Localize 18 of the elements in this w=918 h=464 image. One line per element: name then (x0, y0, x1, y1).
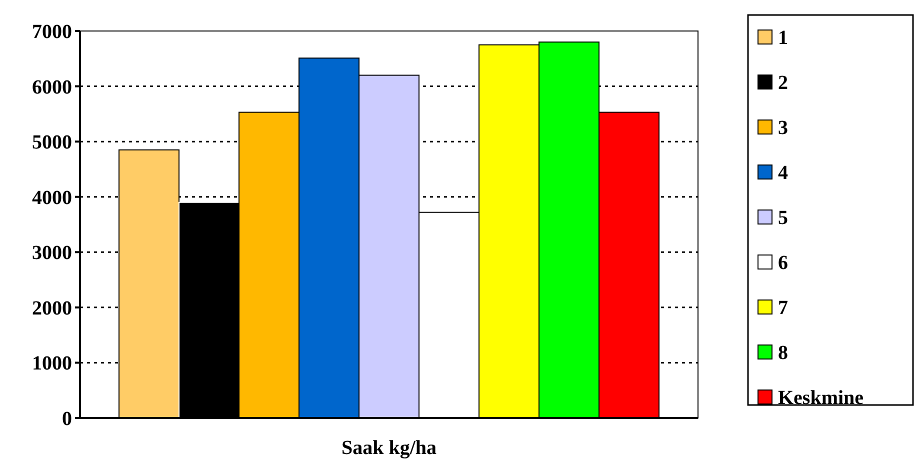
x-tick-label: Saak kg/ha (341, 437, 437, 459)
y-tick-label: 6000 (32, 76, 72, 98)
y-tick-label: 7000 (32, 21, 72, 43)
y-tick-label: 4000 (32, 186, 72, 209)
legend-label: 6 (778, 252, 788, 274)
legend-label: 5 (778, 207, 788, 229)
y-tick-label: 1000 (32, 352, 72, 375)
y-tick-label: 2000 (32, 297, 72, 320)
legend-label: 3 (778, 117, 788, 139)
legend-label: 8 (778, 342, 788, 364)
legend-label: 4 (778, 162, 788, 184)
legend-label: Keskmine (778, 387, 864, 409)
y-tick-label: 0 (62, 408, 72, 430)
legend-label: 1 (778, 27, 788, 49)
y-tick-label: 5000 (32, 132, 72, 154)
y-tick-label: 3000 (32, 242, 72, 264)
legend-label: 2 (778, 72, 788, 94)
legend-label: 7 (778, 297, 788, 319)
